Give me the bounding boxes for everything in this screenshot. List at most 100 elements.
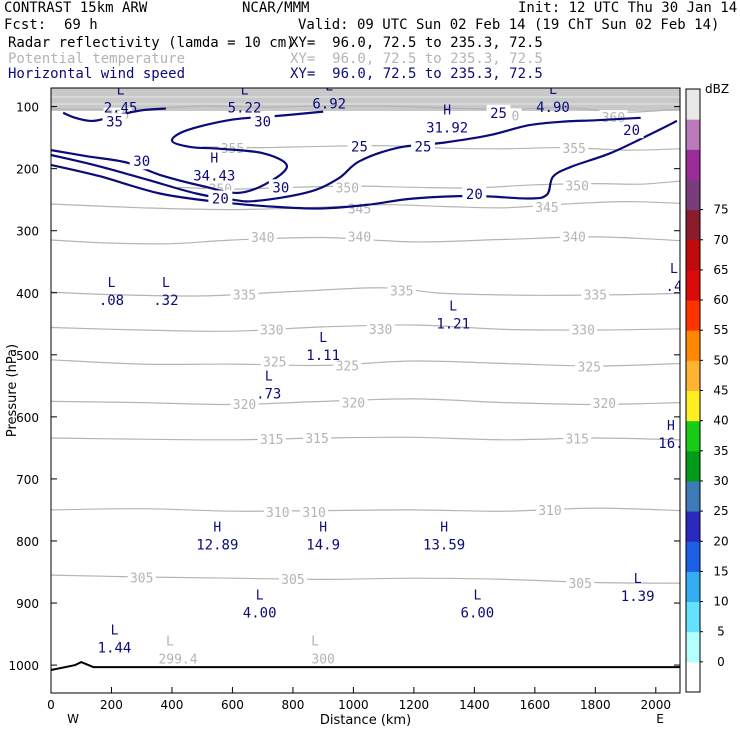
theta-contour-355 <box>202 145 680 151</box>
wind-contour-label: 20 <box>466 187 483 203</box>
theta-contour-label: 320 <box>342 397 365 412</box>
wind-label-bg <box>268 179 293 196</box>
wind-extremum-value: .08 <box>99 293 124 309</box>
theta-label-bg <box>563 431 592 446</box>
theta-extremum-marker: L <box>311 634 319 649</box>
colorbar-level-label: 40 <box>713 414 728 428</box>
wind-contour-label: 30 <box>133 154 150 170</box>
x-tick-label: 600 <box>221 698 244 712</box>
colorbar-segment <box>686 450 700 482</box>
theta-contour-label: 335 <box>584 289 607 304</box>
y-tick-label: 1000 <box>8 659 39 673</box>
theta-contour-label: 330 <box>260 323 283 338</box>
colorbar-level-label: 25 <box>713 504 728 518</box>
x-tick-label: 0 <box>47 698 55 712</box>
theta-label-bg <box>333 358 362 373</box>
theta-contour-label: 335 <box>233 289 256 304</box>
model-title: CONTRAST 15km ARW <box>4 0 148 16</box>
theta-contour-label: 310 <box>538 504 561 519</box>
theta-label-bg <box>230 396 259 411</box>
field-reflectivity-name: Radar reflectivity (lamda = 10 cm) <box>8 35 295 51</box>
init-time: Init: 12 UTC Thu 30 Jan 14 <box>518 0 738 16</box>
theta-contour-label: 315 <box>565 433 588 448</box>
colorbar-level-label: 55 <box>713 323 728 337</box>
wind-extremum-marker: L <box>108 276 116 291</box>
colorbar-level-label: 70 <box>713 233 728 247</box>
y-tick-label: 200 <box>16 163 39 177</box>
wind-label-bg <box>347 138 372 155</box>
colorbar-segment <box>686 601 700 633</box>
theta-extremum-marker: L <box>166 634 174 649</box>
theta-contour-label: 305 <box>568 577 591 592</box>
theta-label-bg <box>345 229 374 244</box>
wind-extremum-value: 6.00 <box>461 606 495 622</box>
wind-contour-label: 25 <box>415 139 432 155</box>
colorbar-segment <box>686 390 700 422</box>
theta-label-bg <box>566 576 595 591</box>
wind-extremum-marker: L <box>634 572 642 587</box>
colorbar-level-label: 65 <box>713 263 728 277</box>
y-tick-label: 600 <box>16 411 39 425</box>
theta-contour-310 <box>51 507 680 512</box>
plot-frame <box>50 87 681 694</box>
colorbar-level-label: 20 <box>713 534 728 548</box>
wind-extremum-value: 14.9 <box>306 537 340 553</box>
wind-extremum-value: 16. <box>658 436 683 452</box>
wind-extremum-marker: H <box>213 520 221 535</box>
wind-extremum-marker: L <box>117 83 125 98</box>
wind-extremum-value: .4 <box>666 279 683 295</box>
wind-label-bg <box>102 113 127 130</box>
wind-extremum-value: 6.92 <box>312 97 346 113</box>
wind-contour-25 <box>51 116 641 203</box>
colorbar-segment <box>686 420 700 452</box>
wind-extremum-value: 13.59 <box>423 537 465 553</box>
wind-extremum-value: 4.00 <box>243 606 277 622</box>
theta-contour-345 <box>51 200 680 211</box>
wind-label-bg <box>410 138 435 155</box>
wind-extremum-value: 31.92 <box>426 120 468 136</box>
colorbar-level-label: 15 <box>713 564 728 578</box>
wind-extremum-value: 4.90 <box>536 100 570 116</box>
theta-contour-label: 330 <box>571 323 594 338</box>
colorbar-segment <box>686 119 700 150</box>
wind-extremum-marker: L <box>549 83 557 98</box>
x-end-label-west: W <box>67 712 79 726</box>
theta-label-bg <box>218 141 247 156</box>
wind-label-bg <box>462 186 487 203</box>
theta-label-bg <box>257 432 286 447</box>
theta-label-bg <box>366 321 395 336</box>
theta-label-bg <box>230 287 259 302</box>
colorbar-unit: dBZ <box>705 82 729 96</box>
colorbar-level-label: 50 <box>713 353 728 367</box>
field-theta-xy: XY= 96.0, 72.5 to 235.3, 72.5 <box>290 51 543 67</box>
forecast-label: Fcst: <box>4 17 47 33</box>
colorbar-segment <box>686 571 700 603</box>
wind-contour-label: 30 <box>272 180 289 196</box>
wind-extremum-marker: H <box>319 520 327 535</box>
theta-label-bg <box>581 287 610 302</box>
theta-contour-label: 335 <box>390 284 413 299</box>
wind-extremum-value: 1.21 <box>436 316 470 332</box>
wind-extremum-value: 1.44 <box>98 640 132 656</box>
theta-label-bg <box>569 322 598 337</box>
theta-label-bg <box>339 395 368 410</box>
wind-contour-label: 25 <box>351 139 368 155</box>
wind-extremum-marker: H <box>440 520 448 535</box>
theta-label-bg <box>333 180 362 195</box>
theta-contour-320 <box>51 398 680 406</box>
theta-contour-label: 340 <box>562 230 585 245</box>
wind-extremum-marker: L <box>265 369 273 384</box>
wind-extremum-marker: H <box>210 152 218 167</box>
colorbar-segment <box>686 149 700 180</box>
colorbar-segment <box>686 541 700 572</box>
y-tick-label: 700 <box>16 473 39 487</box>
y-axis-title: Pressure (hPa) <box>5 344 20 437</box>
colorbar-segment <box>686 480 700 512</box>
theta-label-bg <box>560 229 589 244</box>
wind-contour-20 <box>51 119 678 210</box>
colorbar-level-label: 10 <box>713 595 728 609</box>
x-tick-label: 200 <box>100 698 123 712</box>
theta-contour-label: 355 <box>562 142 585 157</box>
theta-label-bg <box>535 502 564 517</box>
wind-label-bg <box>486 104 511 121</box>
